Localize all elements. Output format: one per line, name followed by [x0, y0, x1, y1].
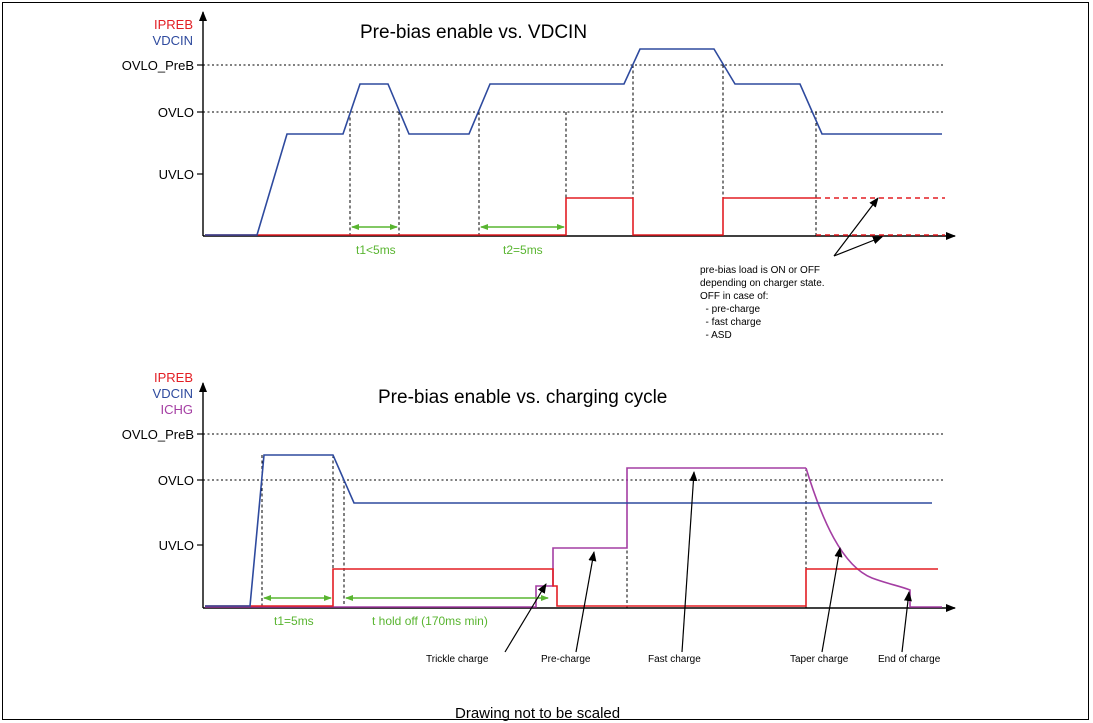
bottom-ichg-trace — [205, 467, 806, 608]
top-t1-label: t1<5ms — [356, 243, 396, 257]
top-chart: IPREB VDCIN Pre-bias enable vs. VDCIN OV… — [122, 11, 956, 341]
top-level-uvlo: UVLO — [159, 167, 194, 182]
footer-note: Drawing not to be scaled — [455, 705, 620, 722]
top-t2-label: t2=5ms — [503, 243, 543, 257]
bottom-thold-label: t hold off (170ms min) — [372, 614, 488, 628]
svg-text:- pre-charge: - pre-charge — [700, 304, 760, 315]
phase-fast-charge: Fast charge — [648, 654, 701, 665]
phase-taper-charge: Taper charge — [790, 654, 849, 665]
svg-text:- ASD: - ASD — [700, 330, 732, 341]
phase-pre-charge: Pre-charge — [541, 654, 591, 665]
svg-text:- fast charge: - fast charge — [700, 317, 762, 328]
bottom-legend-ipreb: IPREB — [154, 370, 193, 385]
top-ipreb-trace — [205, 197, 816, 236]
top-vdcin-trace — [205, 48, 942, 236]
bottom-title: Pre-bias enable vs. charging cycle — [378, 387, 667, 408]
bottom-vdcin-trace — [205, 454, 932, 607]
top-legend-ipreb: IPREB — [154, 17, 193, 32]
top-note: pre-bias load is ON or OFF depending on … — [700, 265, 825, 341]
bottom-t1-label: t1=5ms — [274, 614, 314, 628]
top-title: Pre-bias enable vs. VDCIN — [360, 22, 587, 43]
bottom-legend-ichg: ICHG — [161, 402, 194, 417]
bottom-legend-vdcin: VDCIN — [153, 386, 193, 401]
top-level-ovlo-preb: OVLO_PreB — [122, 58, 194, 73]
top-legend-vdcin: VDCIN — [153, 33, 193, 48]
bottom-level-ovlo-preb: OVLO_PreB — [122, 427, 194, 442]
bottom-ipreb-trace — [205, 568, 938, 607]
bottom-level-ovlo: OVLO — [158, 473, 194, 488]
svg-text:depending on charger state.: depending on charger state. — [700, 278, 825, 289]
svg-text:pre-bias load is ON or OFF: pre-bias load is ON or OFF — [700, 265, 820, 276]
top-level-ovlo: OVLO — [158, 105, 194, 120]
phase-end-of-charge: End of charge — [878, 654, 941, 665]
phase-trickle-charge: Trickle charge — [426, 654, 489, 665]
svg-text:OFF in case of:: OFF in case of: — [700, 291, 768, 302]
bottom-level-uvlo: UVLO — [159, 538, 194, 553]
bottom-chart: IPREB VDCIN ICHG Pre-bias enable vs. cha… — [122, 370, 956, 665]
